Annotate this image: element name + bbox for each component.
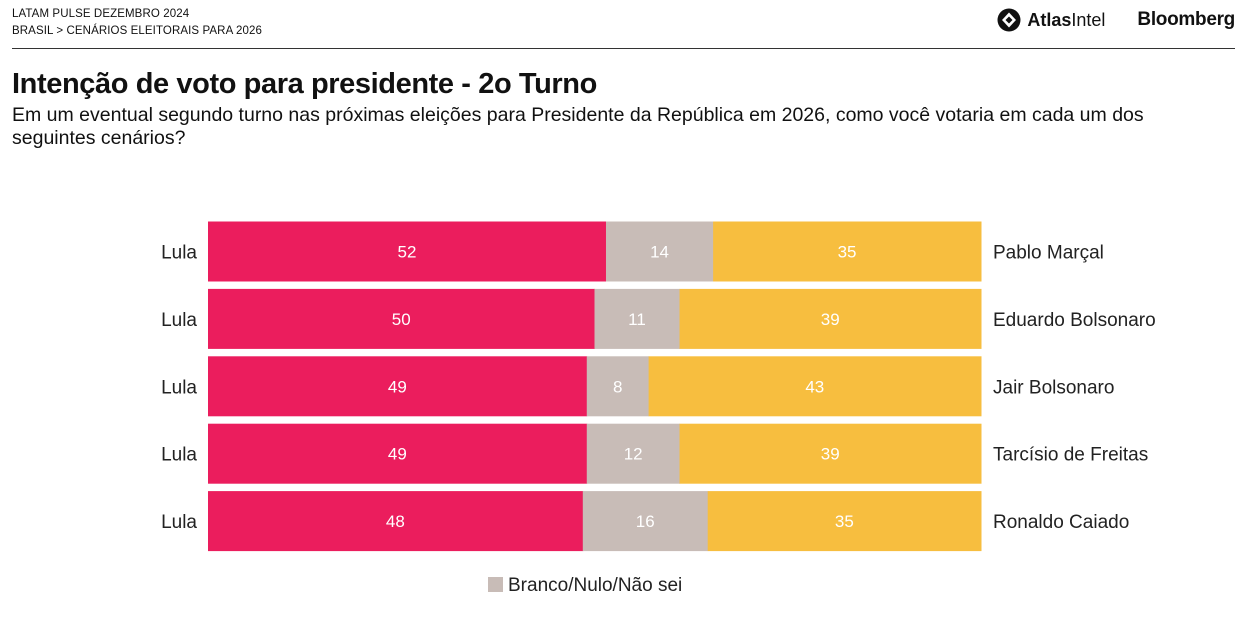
row-label-left: Lula — [161, 512, 197, 533]
value-label-branco-nulo: 8 — [613, 377, 622, 396]
row-label-left: Lula — [161, 310, 197, 331]
bar-segment-opponent — [679, 423, 982, 484]
row-label-left: Lula — [161, 445, 197, 466]
row-label-left: Lula — [161, 243, 197, 264]
value-label-opponent: 39 — [821, 310, 840, 329]
row-label-right: Jair Bolsonaro — [993, 377, 1114, 398]
value-label-opponent: 35 — [835, 512, 854, 531]
bar-segment-opponent — [707, 491, 982, 552]
value-label-branco-nulo: 16 — [636, 512, 655, 531]
header-divider — [12, 48, 1235, 49]
bar-segment-branco-nulo — [605, 221, 714, 282]
report-name: LATAM PULSE DEZEMBRO 2024 — [12, 8, 190, 20]
bar-segment-lula — [208, 356, 588, 417]
row-label-left: Lula — [161, 377, 197, 398]
bloomberg-logo: Bloomberg — [1137, 9, 1235, 30]
atlasintel-wordmark: AtlasIntel — [1027, 9, 1106, 30]
bar-segment-branco-nulo — [594, 288, 681, 349]
atlasintel-icon — [997, 8, 1021, 32]
bar-segment-branco-nulo — [586, 423, 681, 484]
value-label-lula: 49 — [388, 445, 407, 464]
breadcrumb: BRASIL > CENÁRIOS ELEITORAIS PARA 2026 — [12, 25, 262, 37]
row-label-right: Pablo Marçal — [993, 243, 1104, 264]
bar-segment-opponent — [679, 288, 982, 349]
bar-segment-lula — [208, 491, 584, 552]
header-breadcrumb: LATAM PULSE DEZEMBRO 2024 BRASIL > CENÁR… — [12, 6, 262, 40]
brand-logos: AtlasIntel Bloomberg — [997, 6, 1235, 34]
value-label-lula: 49 — [388, 377, 407, 396]
chart-subtitle: Em um eventual segundo turno nas próxima… — [12, 104, 1144, 149]
value-label-lula: 50 — [392, 310, 411, 329]
bar-segment-lula — [208, 288, 595, 349]
chart-title: Intenção de voto para presidente - 2o Tu… — [12, 68, 597, 100]
value-label-lula: 52 — [398, 243, 417, 262]
value-label-branco-nulo: 12 — [624, 445, 643, 464]
legend-swatch — [488, 577, 503, 592]
bar-segment-lula — [208, 423, 588, 484]
bar-segment-opponent — [713, 221, 982, 282]
value-label-branco-nulo: 11 — [628, 310, 646, 329]
value-label-branco-nulo: 14 — [650, 243, 669, 262]
atlasintel-logo: AtlasIntel — [997, 8, 1105, 32]
bar-segment-branco-nulo — [586, 356, 650, 417]
legend-label: Branco/Nulo/Não sei — [508, 575, 682, 596]
value-label-opponent: 39 — [821, 445, 840, 464]
bar-segment-branco-nulo — [582, 491, 709, 552]
value-label-opponent: 35 — [838, 243, 857, 262]
value-label-lula: 48 — [386, 512, 405, 531]
bar-segment-opponent — [648, 356, 982, 417]
value-label-opponent: 43 — [805, 377, 824, 396]
bar-segment-lula — [208, 221, 607, 282]
row-label-right: Eduardo Bolsonaro — [993, 310, 1156, 331]
row-label-right: Tarcísio de Freitas — [993, 445, 1148, 466]
row-label-right: Ronaldo Caiado — [993, 512, 1129, 533]
